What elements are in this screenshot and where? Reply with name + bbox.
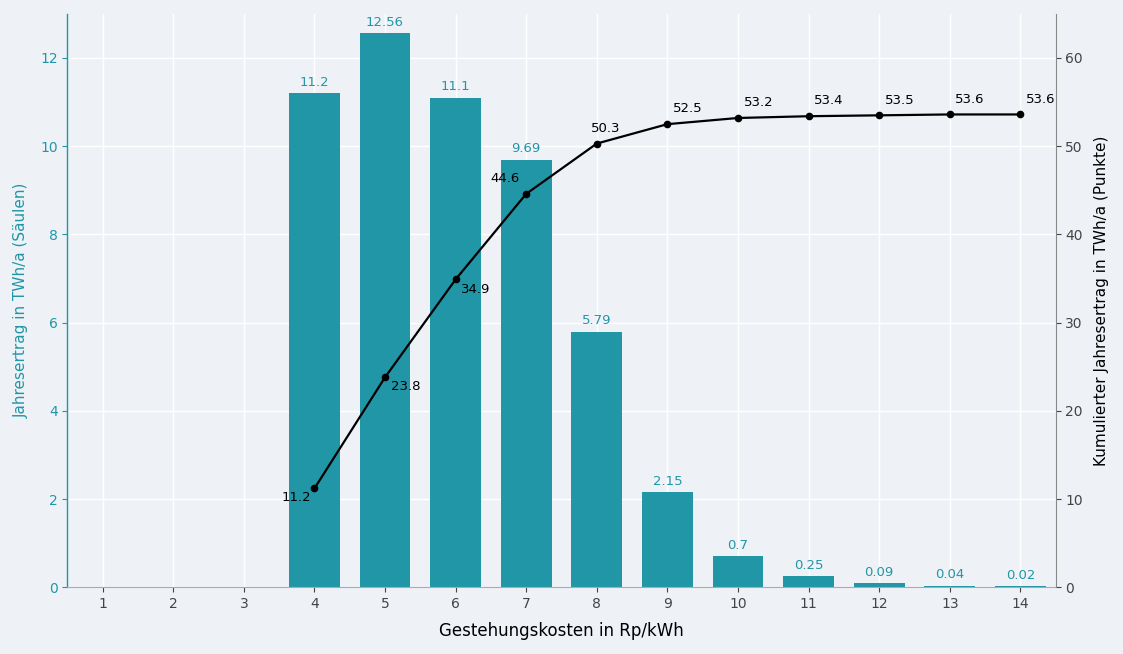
Text: 0.04: 0.04 [935, 568, 965, 581]
Bar [572, 332, 622, 587]
Text: 53.5: 53.5 [885, 94, 914, 107]
Text: 11.2: 11.2 [281, 491, 311, 504]
Text: 11.2: 11.2 [300, 76, 329, 89]
Text: 53.6: 53.6 [1026, 93, 1056, 106]
Text: 52.5: 52.5 [673, 102, 703, 115]
Bar [430, 97, 481, 587]
Text: 44.6: 44.6 [490, 172, 519, 185]
Text: 0.25: 0.25 [794, 559, 823, 572]
Text: 53.6: 53.6 [956, 93, 985, 106]
Bar [853, 583, 905, 587]
Text: 23.8: 23.8 [391, 380, 420, 393]
Text: 53.2: 53.2 [743, 96, 774, 109]
Bar [783, 576, 834, 587]
Bar [713, 557, 764, 587]
Y-axis label: Kumulierter Jahresertrag in TWh/a (Punkte): Kumulierter Jahresertrag in TWh/a (Punkt… [1094, 135, 1110, 466]
Text: 12.56: 12.56 [366, 16, 404, 29]
Text: 50.3: 50.3 [591, 122, 621, 135]
Y-axis label: Jahresertrag in TWh/a (Säulen): Jahresertrag in TWh/a (Säulen) [13, 183, 29, 419]
Bar [501, 160, 551, 587]
Text: 11.1: 11.1 [441, 80, 471, 94]
Bar [289, 94, 340, 587]
Text: 34.9: 34.9 [462, 283, 491, 296]
Text: 0.02: 0.02 [1006, 569, 1035, 582]
Bar [359, 33, 410, 587]
X-axis label: Gestehungskosten in Rp/kWh: Gestehungskosten in Rp/kWh [439, 622, 684, 640]
Text: 9.69: 9.69 [512, 143, 541, 156]
Bar [642, 492, 693, 587]
Bar [924, 585, 975, 587]
Text: 0.7: 0.7 [728, 539, 749, 552]
Text: 5.79: 5.79 [582, 315, 612, 328]
Text: 2.15: 2.15 [652, 475, 682, 488]
Text: 53.4: 53.4 [814, 94, 843, 107]
Text: 0.09: 0.09 [865, 566, 894, 579]
